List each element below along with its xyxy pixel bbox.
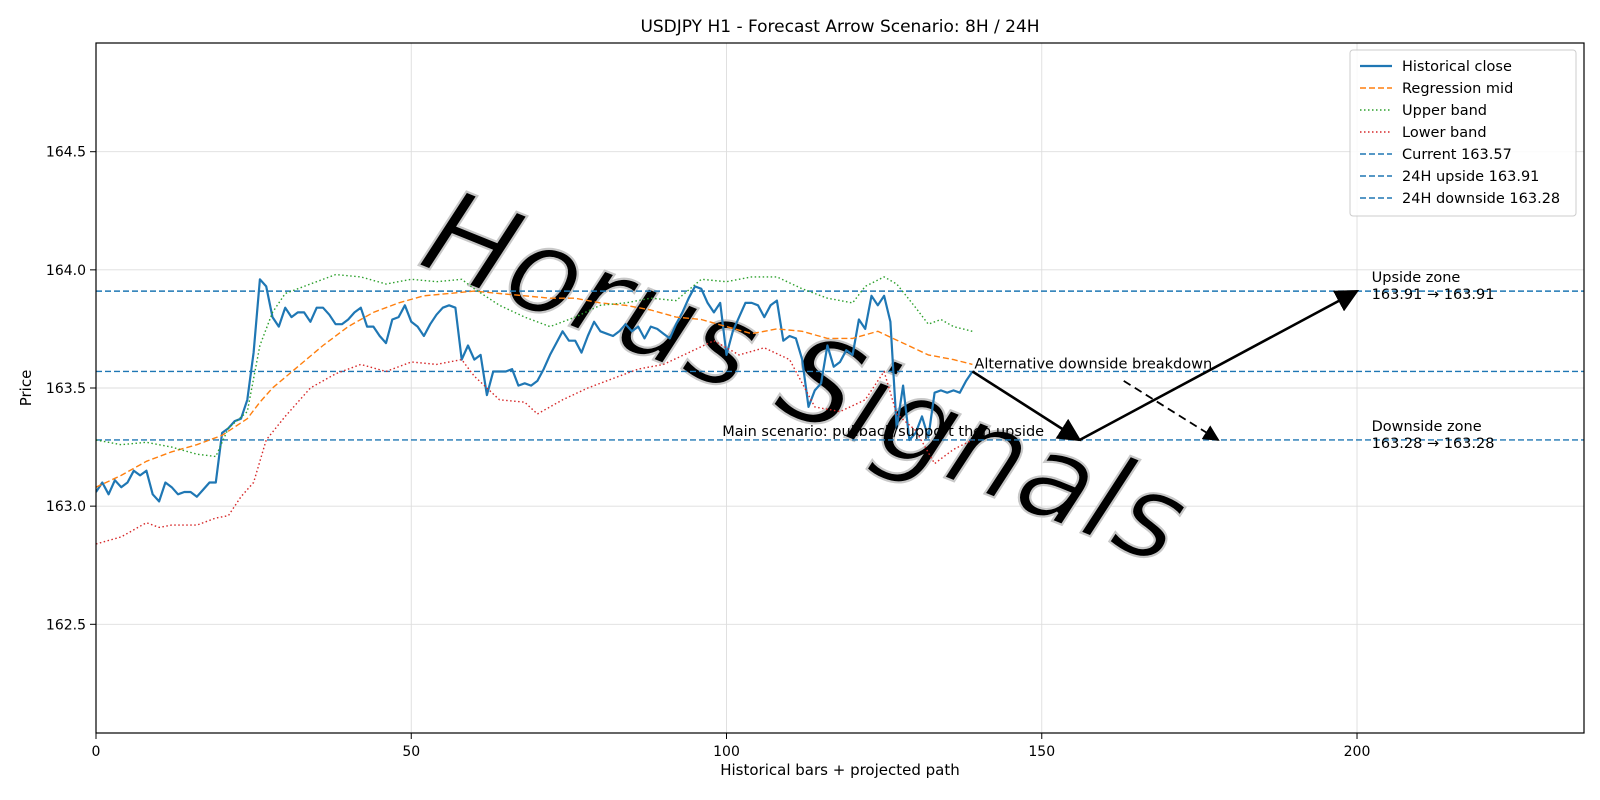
legend: Historical close Regression mid Upper band…	[1349, 49, 1577, 217]
y-tick-label: 163.5	[46, 381, 86, 397]
series-historical-close	[96, 278, 974, 503]
scenario-arrow-1	[971, 370, 1082, 442]
legend-label-24h-upside-163-91: 24H upside 163.91	[1402, 169, 1539, 185]
y-tick-label: 162.5	[46, 617, 86, 633]
x-tick-label: 100	[713, 744, 740, 760]
scenario-arrows	[971, 289, 1360, 442]
annotation-downzone2: 163.28 → 163.28	[1372, 436, 1495, 452]
legend-label-24h-downside-163-28: 24H downside 163.28	[1402, 191, 1560, 207]
legend-box	[1349, 49, 1577, 217]
chart-title: USDJPY H1 - Forecast Arrow Scenario: 8H …	[640, 17, 1039, 37]
x-tick-label: 200	[1344, 744, 1371, 760]
y-axis-ticks: 162.5 163.0 163.5 164.0 164.5	[46, 145, 96, 633]
y-tick-label: 163.0	[46, 499, 86, 515]
y-tick-label: 164.0	[46, 263, 86, 279]
scenario-arrow-3	[1123, 380, 1220, 441]
legend-label-lower-band: Lower band	[1402, 125, 1487, 141]
legend-label-upper-band: Upper band	[1402, 103, 1487, 119]
y-tick-label: 164.5	[46, 145, 86, 161]
annotation-downzone1: Downside zone	[1372, 419, 1482, 435]
x-tick-label: 150	[1028, 744, 1055, 760]
reference-lines	[96, 290, 1584, 441]
x-tick-label: 50	[402, 744, 420, 760]
series-regression-mid	[96, 290, 973, 488]
legend-label-current-163-57: Current 163.57	[1402, 147, 1512, 163]
legend-label-historical-close: Historical close	[1402, 59, 1512, 75]
series-lines	[96, 273, 974, 545]
annotation-upzone2: 163.91 → 163.91	[1372, 287, 1495, 303]
annotations: Alternative downside breakdown Main scena…	[722, 270, 1494, 452]
x-axis-label: Historical bars + projected path	[720, 761, 960, 779]
annotation-main: Main scenario: pullback/support then ups…	[722, 424, 1044, 440]
legend-label-regression-mid: Regression mid	[1402, 81, 1513, 97]
scenario-arrow-2	[1078, 289, 1360, 442]
grid	[95, 43, 1584, 733]
annotation-alt: Alternative downside breakdown	[974, 356, 1212, 372]
annotation-upzone1: Upside zone	[1372, 270, 1461, 286]
x-axis-ticks: 0 50 100 150 200	[92, 733, 1371, 760]
series-upper-band	[96, 273, 973, 458]
y-axis-label: Price	[17, 370, 35, 407]
x-tick-label: 0	[92, 744, 101, 760]
